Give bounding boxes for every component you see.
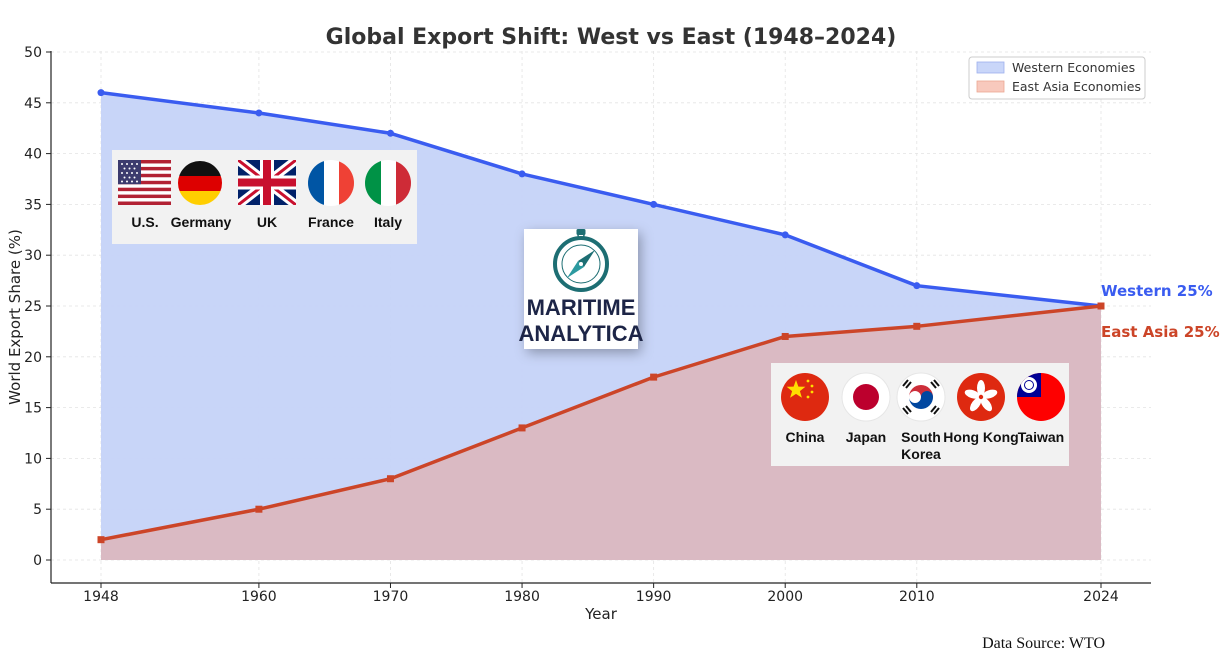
point-western	[781, 231, 789, 239]
taiwan-flag-icon	[1017, 373, 1065, 421]
point-east-asia	[650, 373, 658, 381]
data-source: Data Source: WTO	[982, 635, 1105, 652]
flag-label-hong-kong: Hong Kong	[943, 429, 1018, 445]
point-western	[386, 129, 394, 137]
y-axis-label: World Export Share (%)	[6, 229, 24, 405]
series-markers	[97, 89, 1105, 544]
y-tick-label: 45	[24, 96, 42, 112]
x-tick-label: 1990	[636, 589, 672, 605]
legend-box	[968, 56, 1146, 100]
japan-flag-icon	[841, 372, 891, 422]
y-tick-label: 40	[24, 147, 42, 163]
series-lines	[100, 90, 1102, 542]
point-east-asia	[1097, 302, 1105, 310]
x-tick-label: 1970	[373, 589, 409, 605]
x-tick-label: 2000	[767, 589, 803, 605]
south-korea-flag-icon	[896, 372, 946, 422]
point-western	[913, 282, 921, 290]
x-axis-ticks: 1948 1960 1970 1980 1990 2000 2010 2024	[83, 583, 1119, 605]
china-flag-icon	[781, 373, 829, 421]
x-tick-label: 2010	[899, 589, 935, 605]
x-tick-label: 1960	[241, 589, 277, 605]
flag-label-south-korea-line2: Korea	[901, 446, 941, 462]
uk-flag-icon	[238, 160, 296, 205]
y-tick-label: 35	[24, 197, 42, 213]
flag-label-uk: UK	[257, 214, 277, 230]
x-tick-label: 2024	[1083, 589, 1119, 605]
point-east-asia	[518, 424, 526, 432]
y-tick-label: 15	[24, 401, 42, 417]
line-east-asia	[100, 304, 1102, 542]
compass-icon	[553, 229, 609, 292]
flag-label-taiwan: Taiwan	[1018, 429, 1064, 445]
y-axis-ticks: 0 5 10 15 20 25 30 35 40 45 50	[24, 45, 51, 569]
flag-label-france: France	[308, 214, 354, 230]
logo-line1: MARITIME	[527, 295, 636, 320]
x-axis-label: Year	[584, 605, 618, 623]
east-asia-end-label: East Asia 25%	[1101, 323, 1220, 341]
y-tick-label: 50	[24, 45, 42, 61]
flag-label-germany: Germany	[171, 214, 232, 230]
y-tick-label: 5	[33, 502, 42, 518]
flag-label-south-korea-line1: South	[901, 429, 941, 445]
point-western	[97, 89, 105, 97]
east-asia-flags-panel: China Japan South Korea Hong Kong Taiwan	[771, 363, 1069, 466]
legend-label-western: Western Economies	[1012, 60, 1135, 75]
x-tick-label: 1948	[83, 589, 119, 605]
flag-label-japan: Japan	[846, 429, 886, 445]
chart-title: Global Export Shift: West vs East (1948–…	[326, 25, 897, 50]
western-end-label: Western 25%	[1101, 282, 1213, 300]
y-tick-label: 25	[24, 299, 42, 315]
point-east-asia	[97, 536, 105, 544]
y-tick-label: 30	[24, 248, 42, 264]
point-east-asia	[913, 322, 921, 330]
western-flags-panel: U.S. Germany UK France Italy	[112, 150, 417, 244]
y-tick-label: 0	[33, 553, 42, 569]
legend-label-east-asia: East Asia Economies	[1012, 79, 1141, 94]
flag-label-italy: Italy	[374, 214, 402, 230]
point-western	[650, 200, 658, 208]
x-tick-label: 1980	[504, 589, 540, 605]
y-tick-label: 20	[24, 350, 42, 366]
hong-kong-flag-icon	[957, 373, 1005, 421]
france-flag-icon	[308, 160, 354, 206]
point-western	[518, 170, 526, 178]
legend: Western Economies East Asia Economies	[968, 56, 1146, 100]
y-tick-label: 10	[24, 451, 42, 467]
us-flag-icon	[118, 160, 171, 205]
point-east-asia	[386, 475, 394, 483]
logo-line2: ANALYTICA	[518, 321, 643, 346]
italy-flag-icon	[365, 160, 411, 206]
point-east-asia	[781, 332, 789, 340]
point-east-asia	[255, 505, 263, 513]
legend-swatch-western	[976, 61, 1005, 74]
legend-swatch-east-asia	[976, 80, 1005, 93]
line-western	[100, 90, 1102, 308]
point-western	[255, 109, 263, 117]
flag-label-china: China	[786, 429, 825, 445]
flag-label-us: U.S.	[131, 214, 158, 230]
maritime-analytica-logo: MARITIME ANALYTICA	[518, 229, 644, 349]
germany-flag-icon	[178, 161, 222, 205]
